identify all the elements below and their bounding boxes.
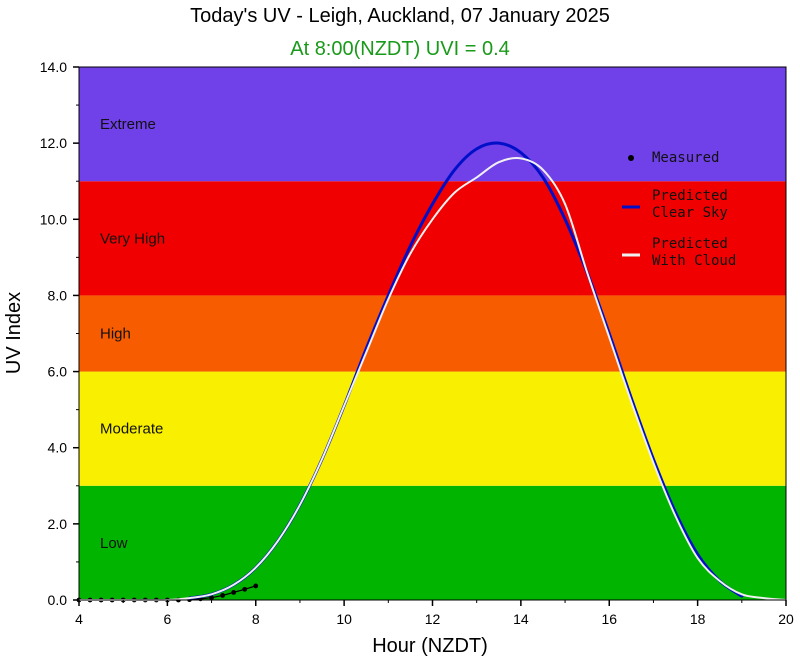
y-tick-label-6: 12.0 <box>40 135 67 151</box>
x-tick-label-5: 14 <box>513 611 529 627</box>
series-predicted-with-cloud <box>78 156 787 602</box>
x-tick-label-6: 16 <box>601 611 617 627</box>
measured-point-14 <box>231 589 237 595</box>
x-tick-label-0: 4 <box>75 611 83 627</box>
band-label-extreme: Extreme <box>100 116 156 133</box>
band-label-moderate: Moderate <box>100 421 163 438</box>
y-tick-label-2: 4.0 <box>48 440 68 456</box>
x-tick-label-7: 18 <box>690 611 706 627</box>
band-label-high: High <box>100 326 131 343</box>
chart-title: Today's UV - Leigh, Auckland, 07 January… <box>190 5 610 27</box>
band-low <box>79 485 786 600</box>
x-tick-label-1: 6 <box>163 611 171 627</box>
y-tick-label-1: 2.0 <box>48 516 68 532</box>
y-tick-label-4: 8.0 <box>48 287 68 303</box>
x-tick-label-8: 20 <box>778 611 794 627</box>
x-tick-label-4: 12 <box>425 611 441 627</box>
chart-subtitle: At 8:00(NZDT) UVI = 0.4 <box>290 38 510 60</box>
uv-bands: Low Moderate High Very High Extreme <box>79 67 786 600</box>
legend-label-measured-0: Measured <box>652 150 719 166</box>
x-axis-label: Hour (NZDT) <box>372 635 488 657</box>
axes: 0.0 2.0 4.0 6.0 8.0 10.0 12.0 14.0 4 6 8 10 12 14 16 18… <box>40 59 794 627</box>
band-very-high <box>79 181 786 296</box>
band-label-very-high: Very High <box>100 230 165 247</box>
legend-label-predicted-with-cloud-1: With Cloud <box>652 253 736 269</box>
band-high <box>79 295 786 372</box>
legend-label-predicted-clear-sky-0: Predicted <box>652 188 728 204</box>
x-tick-label-2: 8 <box>252 611 260 627</box>
measured-point-12 <box>209 595 214 601</box>
band-extreme <box>79 67 786 182</box>
legend-label-predicted-clear-sky-1: Clear Sky <box>652 205 728 221</box>
y-axis-label: UV Index <box>3 292 25 374</box>
x-tick-label-3: 10 <box>336 611 352 627</box>
y-tick-label-7: 14.0 <box>40 59 67 75</box>
band-label-low: Low <box>100 535 128 552</box>
y-tick-label-3: 6.0 <box>48 364 68 380</box>
legend-swatch-measured <box>628 155 634 161</box>
measured-point-15 <box>242 586 248 592</box>
y-tick-label-5: 10.0 <box>40 211 67 227</box>
band-moderate <box>79 371 786 486</box>
y-tick-label-0: 0.0 <box>48 592 68 608</box>
measured-point-16 <box>253 583 259 589</box>
measured-point-13 <box>220 593 226 598</box>
legend-label-predicted-with-cloud-0: Predicted <box>652 236 728 252</box>
